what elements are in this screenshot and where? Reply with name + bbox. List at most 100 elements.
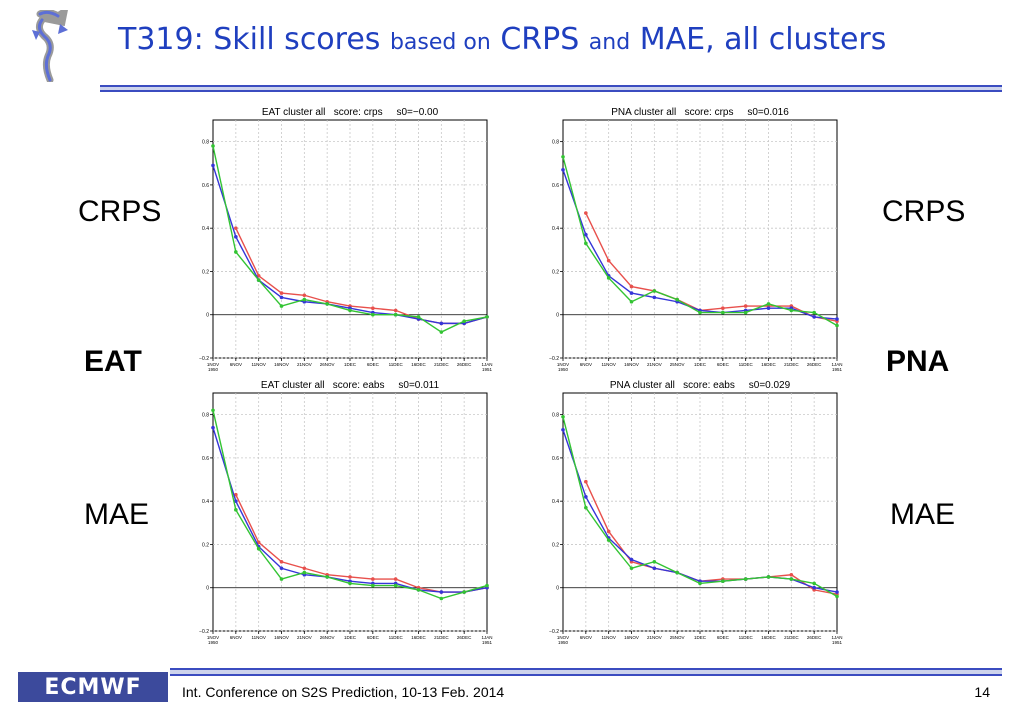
- data-point-green: [743, 310, 748, 315]
- data-point-green: [812, 581, 816, 586]
- x-tick-label: 21NOV: [297, 635, 312, 640]
- x-tick-label: 11DEC: [389, 362, 404, 367]
- title-part: MAE, all clusters: [630, 22, 887, 57]
- data-point-green: [325, 575, 329, 579]
- data-point-green: [766, 302, 771, 306]
- data-point-blue: [439, 321, 444, 326]
- data-point-green: [234, 250, 238, 254]
- data-point-blue: [234, 235, 238, 239]
- plot-frame: [562, 119, 838, 359]
- data-point-green: [302, 297, 307, 302]
- data-point-blue: [652, 295, 657, 300]
- x-tick-label: 26NOV: [320, 635, 335, 640]
- plot-frame: [562, 392, 838, 632]
- x-tick-label: 11NOV: [601, 362, 615, 367]
- data-point-green: [789, 577, 794, 581]
- y-tick-label: 0.6: [552, 456, 559, 462]
- data-point-green: [393, 583, 398, 588]
- x-tick-label: 21DEC: [784, 635, 799, 640]
- data-point-green: [652, 559, 657, 564]
- data-point-green: [256, 546, 261, 551]
- data-point-green: [721, 310, 725, 315]
- data-point-blue: [584, 232, 588, 237]
- x-tick-label: 1950: [558, 640, 569, 645]
- data-point-green: [371, 312, 375, 317]
- x-tick-label: 6DEC: [717, 635, 730, 640]
- data-point-green: [606, 538, 611, 542]
- x-tick-label: 11NOV: [601, 635, 615, 640]
- data-point-red: [348, 575, 352, 579]
- data-point-blue: [584, 495, 588, 499]
- y-tick-label: 0.4: [552, 499, 559, 505]
- y-tick-label: 0.2: [202, 269, 209, 275]
- x-tick-label: 1JAN: [481, 635, 492, 640]
- x-tick-label: 11DEC: [739, 635, 754, 640]
- title-part: based on: [389, 30, 491, 55]
- data-point-blue: [652, 566, 657, 571]
- data-point-green: [812, 310, 816, 315]
- y-tick-label: 0.4: [552, 226, 559, 232]
- chart-title: PNA cluster all score: crps s0=0.016: [611, 107, 789, 118]
- data-point-green: [675, 297, 679, 302]
- x-tick-label: 1951: [482, 640, 493, 645]
- x-tick-label: 16NOV: [624, 635, 639, 640]
- y-tick-label: 0: [206, 586, 209, 592]
- data-point-blue: [835, 317, 839, 321]
- x-tick-label: 1951: [832, 640, 843, 645]
- data-point-green: [234, 508, 238, 512]
- y-tick-label: 0.4: [202, 499, 209, 505]
- x-tick-label: 6DEC: [367, 362, 380, 367]
- data-point-green: [675, 570, 679, 575]
- x-tick-label: 25NOV: [670, 362, 685, 367]
- data-point-red: [302, 293, 307, 298]
- data-point-green: [279, 577, 284, 581]
- chart-pna-mae: −0.2 0 0.2 0.4 0.6 0.8 1NOV 1950 6NOV 11NOV 16NOV 2…: [545, 375, 845, 650]
- ecmwf-logo: ECMWF: [18, 672, 168, 702]
- data-point-green: [416, 315, 421, 319]
- data-point-blue: [629, 557, 634, 562]
- x-tick-label: 11NOV: [251, 635, 265, 640]
- x-tick-label: 26DEC: [807, 635, 822, 640]
- x-tick-label: 21NOV: [647, 362, 662, 367]
- data-point-green: [561, 154, 565, 159]
- title-divider: [100, 85, 1002, 92]
- x-tick-label: 1NOV: [557, 635, 569, 640]
- data-point-green: [302, 570, 307, 575]
- data-point-green: [835, 594, 839, 599]
- data-point-green: [371, 583, 375, 588]
- data-point-red: [743, 304, 748, 308]
- plot-frame: [212, 119, 488, 359]
- data-point-green: [256, 278, 261, 282]
- series-line-red: [585, 212, 838, 322]
- x-tick-label: 1NOV: [207, 362, 219, 367]
- label-mae-right: MAE: [890, 498, 956, 531]
- title-part: T319: Skill scores: [118, 22, 390, 57]
- x-tick-label: 16NOV: [274, 635, 289, 640]
- chart-pna-crps: −0.2 0 0.2 0.4 0.6 0.8 1NOV 1950 6NOV 11NOV 16NOV 2…: [545, 102, 845, 377]
- data-point-red: [279, 291, 284, 295]
- x-tick-label: 1DEC: [344, 362, 357, 367]
- data-point-red: [302, 566, 307, 571]
- data-point-blue: [561, 167, 565, 172]
- data-point-blue: [835, 590, 839, 594]
- y-tick-label: 0.2: [552, 542, 559, 548]
- x-tick-label: 1951: [482, 367, 493, 372]
- data-point-green: [606, 276, 611, 280]
- data-point-green: [629, 566, 634, 571]
- data-point-green: [211, 408, 215, 413]
- x-tick-label: 1JAN: [481, 362, 492, 367]
- label-crps-right: CRPS: [882, 195, 966, 228]
- data-point-green: [835, 323, 839, 328]
- data-point-blue: [279, 295, 284, 300]
- data-point-red: [606, 529, 611, 534]
- data-point-green: [439, 596, 444, 601]
- x-tick-label: 26DEC: [807, 362, 822, 367]
- data-point-red: [371, 577, 375, 581]
- y-tick-label: −0.2: [549, 629, 559, 635]
- data-point-green: [393, 312, 398, 317]
- x-tick-label: 1NOV: [557, 362, 569, 367]
- x-tick-label: 21NOV: [647, 635, 662, 640]
- data-point-red: [234, 492, 238, 497]
